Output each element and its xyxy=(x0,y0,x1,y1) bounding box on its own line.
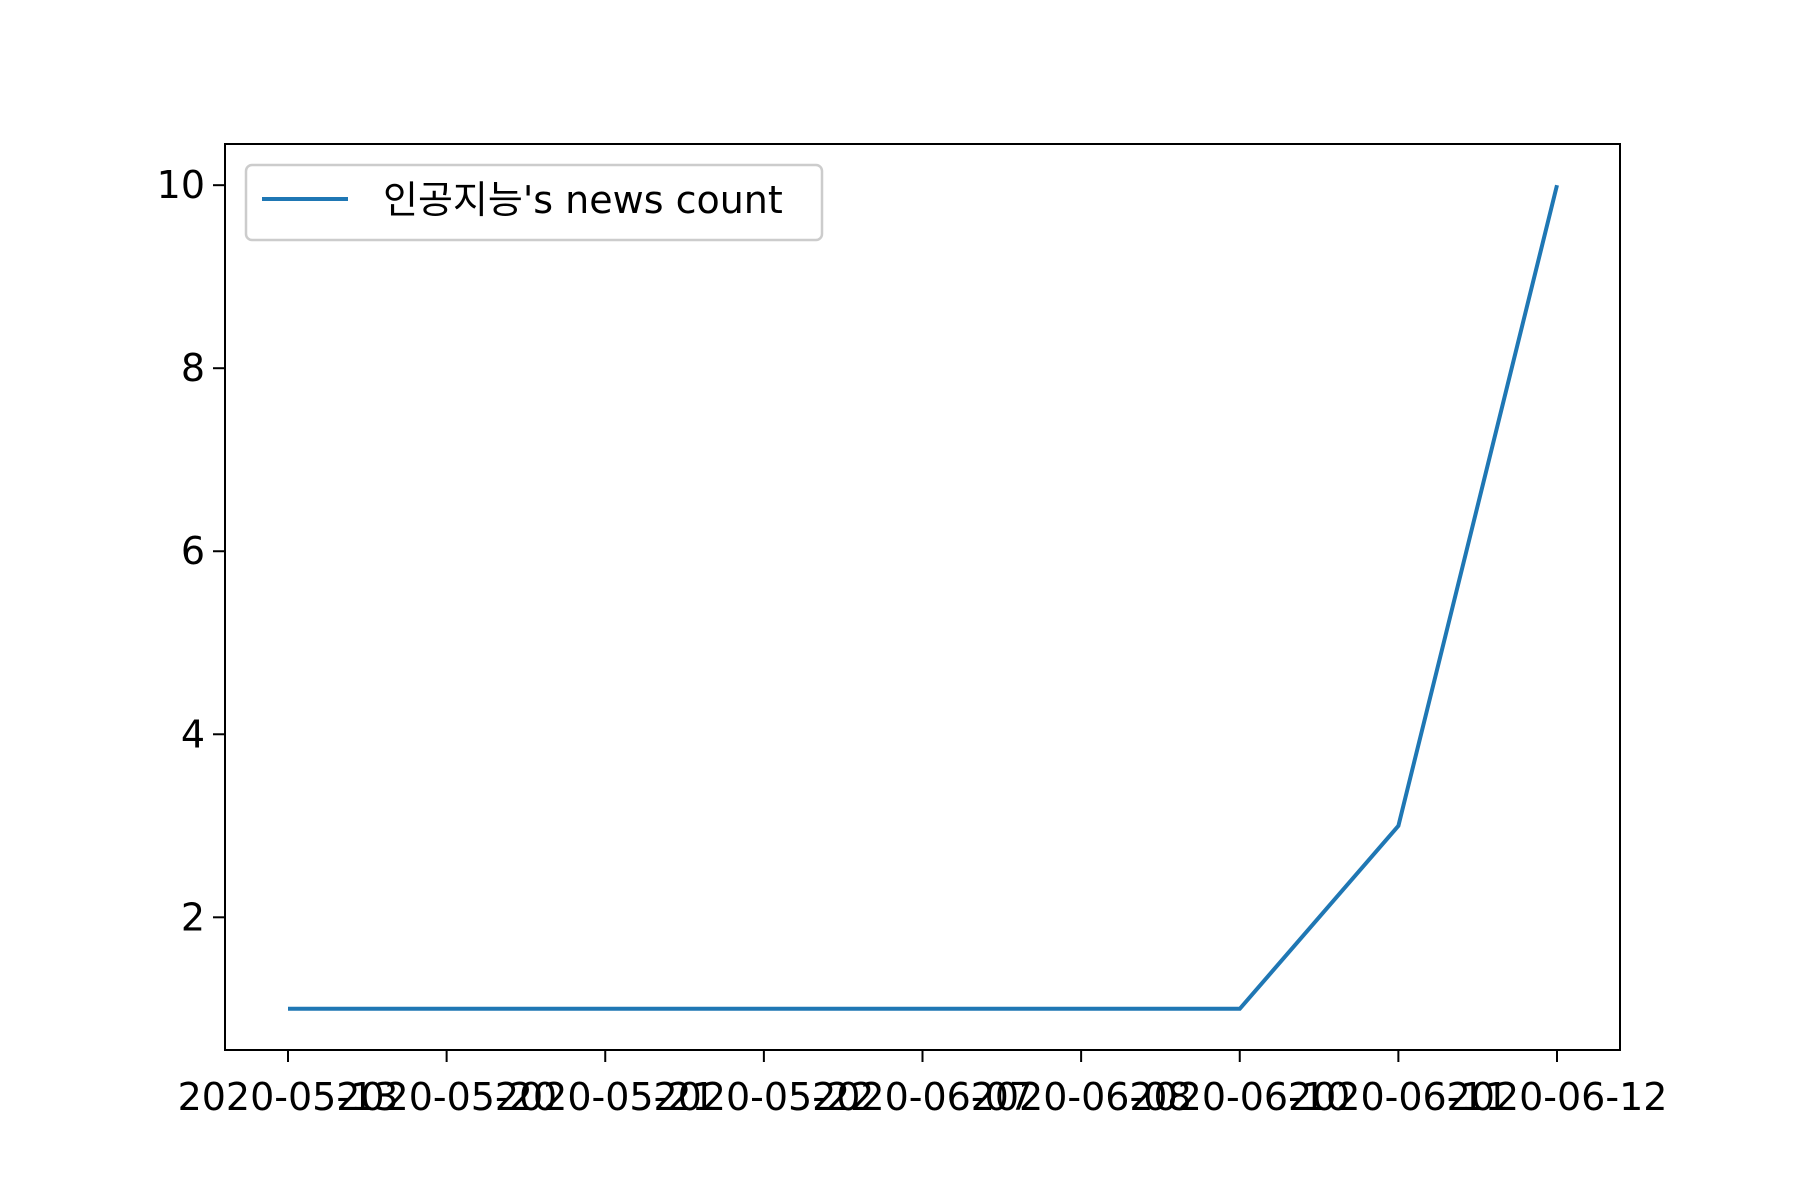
x-tick-label: 2020-05-20 xyxy=(336,1075,557,1119)
x-tick-label: 2020-06-08 xyxy=(971,1075,1192,1119)
x-tick-label: 2020-05-13 xyxy=(178,1075,399,1119)
y-tick-label: 10 xyxy=(157,163,205,207)
x-tick-label: 2020-06-12 xyxy=(1447,1075,1668,1119)
x-tick-label: 2020-06-07 xyxy=(812,1075,1033,1119)
plot-background xyxy=(225,144,1620,1050)
y-axis: 2 4 6 8 10 xyxy=(157,163,225,939)
legend-box xyxy=(244,163,824,242)
series-line-0 xyxy=(288,184,1559,1011)
series-layer xyxy=(287,184,1559,1011)
x-axis: 2020-05-132020-05-202020-05-212020-05-22… xyxy=(178,1050,1668,1119)
x-tick-label: 2020-06-10 xyxy=(1129,1075,1350,1119)
legend-label: 인공지능's news count xyxy=(383,178,783,222)
y-tick-label: 8 xyxy=(181,346,205,390)
y-tick-label: 4 xyxy=(181,712,205,756)
x-tick-label: 2020-06-11 xyxy=(1288,1075,1509,1119)
x-tick-label: 2020-05-22 xyxy=(653,1075,874,1119)
x-tick-label: 2020-05-21 xyxy=(495,1075,716,1119)
y-tick-label: 2 xyxy=(181,895,205,939)
legend[interactable]: 인공지능's news count xyxy=(244,163,824,242)
plot-frame xyxy=(224,143,1621,1051)
y-tick-label: 6 xyxy=(181,529,205,573)
